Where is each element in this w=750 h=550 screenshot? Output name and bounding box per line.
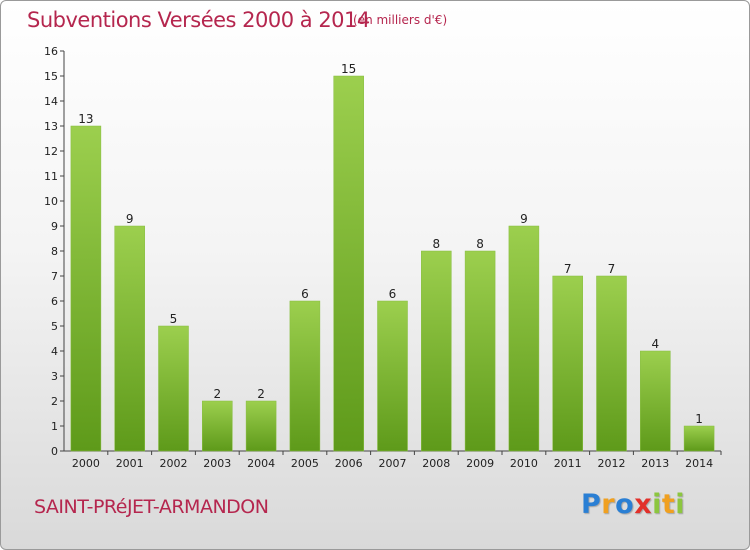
value-label-2006: 15 — [341, 62, 356, 76]
bar-2006 — [333, 75, 364, 452]
proxiti-logo: Proxiti — [581, 489, 685, 520]
y-tick-label: 9 — [51, 220, 58, 233]
y-tick-label: 0 — [51, 445, 58, 458]
y-tick-label: 15 — [44, 70, 58, 83]
chart-subtitle: (en milliers d'€) — [353, 13, 448, 27]
bar-2011 — [552, 275, 583, 452]
x-tick-label-2006: 2006 — [335, 457, 363, 470]
x-tick-label-2007: 2007 — [379, 457, 407, 470]
y-tick-label: 5 — [51, 320, 58, 333]
bar-2008 — [421, 250, 452, 452]
x-tick-label-2009: 2009 — [466, 457, 494, 470]
x-tick-label-2003: 2003 — [203, 457, 231, 470]
value-label-2011: 7 — [564, 262, 572, 276]
value-label-2010: 9 — [520, 212, 528, 226]
value-label-2003: 2 — [213, 387, 221, 401]
y-tick-label: 16 — [44, 45, 58, 58]
y-tick-label: 13 — [44, 120, 58, 133]
y-tick-label: 7 — [51, 270, 58, 283]
bar-2012 — [596, 275, 627, 452]
x-tick-label-2013: 2013 — [641, 457, 669, 470]
x-axis: 2000 2001 2002 2003 2004 2005 2006 2007 2008 2009… — [64, 450, 722, 470]
logo-letter: i — [675, 489, 686, 520]
bar-2013 — [640, 350, 671, 452]
bars: 13 9 5 2 2 6 15 6 8 8 9 7 7 4 1 — [70, 62, 715, 452]
value-label-2007: 6 — [389, 287, 397, 301]
y-tick-label: 8 — [51, 245, 58, 258]
x-tick-label-2014: 2014 — [685, 457, 713, 470]
logo-letter: r — [601, 489, 616, 520]
logo-letter: P — [581, 489, 602, 520]
y-tick-label: 3 — [51, 370, 58, 383]
y-tick-label: 2 — [51, 395, 58, 408]
chart-title: Subventions Versées 2000 à 2014 — [27, 8, 370, 32]
value-label-2004: 2 — [257, 387, 265, 401]
x-tick-label-2012: 2012 — [598, 457, 626, 470]
bar-2000 — [70, 125, 102, 452]
value-label-2014: 1 — [695, 412, 703, 426]
logo-letter: i — [652, 489, 662, 520]
bar-2002 — [158, 325, 189, 452]
logo-letter: o — [615, 489, 635, 520]
x-tick-label-2002: 2002 — [160, 457, 188, 470]
y-tick-label: 11 — [44, 170, 58, 183]
x-tick-label-2000: 2000 — [72, 457, 100, 470]
bar-2003 — [202, 400, 233, 452]
y-tick-label: 14 — [44, 95, 58, 108]
commune-name: SAINT-PRéJET-ARMANDON — [34, 496, 269, 518]
bar-2005 — [289, 300, 321, 452]
bar-2007 — [377, 300, 408, 452]
logo-letter: t — [661, 489, 676, 520]
value-label-2013: 4 — [651, 337, 659, 351]
value-label-2009: 8 — [476, 237, 484, 251]
x-tick-label-2004: 2004 — [247, 457, 275, 470]
value-label-2001: 9 — [126, 212, 134, 226]
y-tick-label: 12 — [44, 145, 58, 158]
value-label-2000: 13 — [78, 112, 93, 126]
value-label-2008: 8 — [432, 237, 440, 251]
value-label-2005: 6 — [301, 287, 309, 301]
x-tick-label-2011: 2011 — [554, 457, 582, 470]
x-tick-label-2010: 2010 — [510, 457, 538, 470]
bar-2001 — [114, 225, 145, 452]
y-tick-label: 6 — [51, 295, 58, 308]
value-label-2002: 5 — [170, 312, 178, 326]
value-label-2012: 7 — [608, 262, 616, 276]
y-tick-label: 10 — [44, 195, 58, 208]
x-tick-label-2008: 2008 — [422, 457, 450, 470]
bar-2010 — [508, 225, 540, 452]
y-tick-label: 4 — [51, 345, 58, 358]
bar-2014 — [683, 425, 715, 452]
logo-letter: x — [634, 489, 653, 520]
x-tick-label-2001: 2001 — [116, 457, 144, 470]
bar-2004 — [245, 400, 277, 452]
x-tick-label-2005: 2005 — [291, 457, 319, 470]
y-tick-label: 1 — [51, 420, 58, 433]
bar-2009 — [464, 250, 496, 452]
